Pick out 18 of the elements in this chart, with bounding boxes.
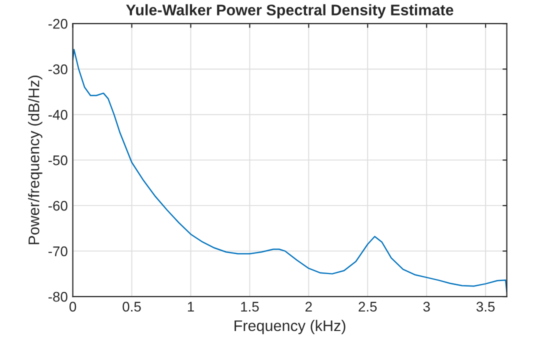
x-tick-label: 1.5 [241, 302, 259, 312]
x-tick-label: 0 [69, 302, 76, 312]
y-tick-label: -30 [48, 64, 68, 74]
y-tick-label: -40 [48, 110, 68, 120]
x-tick-label: 3 [423, 302, 430, 312]
y-tick-label: -70 [48, 246, 68, 256]
x-axis-title: Frequency (kHz) [234, 320, 346, 334]
x-tick-label: 2.5 [358, 302, 377, 312]
x-tick-label: 1 [188, 302, 194, 312]
y-tick-label: -20 [48, 18, 68, 29]
y-tick-label: -50 [48, 155, 68, 166]
y-tick-label: -60 [48, 200, 68, 211]
x-tick-label: 0.5 [122, 302, 141, 312]
chart-title: Yule-Walker Power Spectral Density Estimate [126, 4, 454, 18]
y-tick-label: -80 [48, 292, 68, 302]
x-tick-label: 2 [306, 302, 312, 312]
x-tick-label: 3.5 [476, 302, 495, 312]
y-axis-title: Power/frequency (dB/Hz) [28, 76, 42, 244]
